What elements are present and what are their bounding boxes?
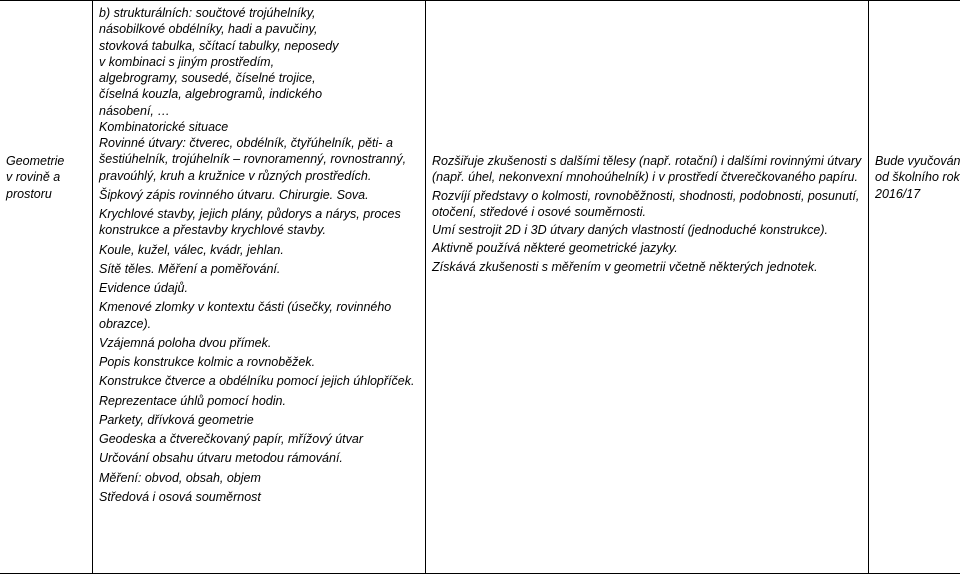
topic-line: Geometrie bbox=[6, 153, 86, 169]
content-line: algebrogramy, sousedé, číselné trojice, bbox=[99, 70, 419, 86]
topic-line: v rovině a bbox=[6, 169, 86, 185]
content-item: Parkety, dřívková geometrie bbox=[99, 412, 419, 428]
cell-content: b) strukturálních: součtové trojúhelníky… bbox=[93, 1, 426, 574]
topic-line: prostoru bbox=[6, 186, 86, 202]
note-line: Bude vyučováno bbox=[875, 153, 960, 169]
content-line: b) strukturálních: součtové trojúhelníky… bbox=[99, 5, 419, 21]
content-line: v kombinaci s jiným prostředím, bbox=[99, 54, 419, 70]
outcome-para: Rozšiřuje zkušenosti s dalšími tělesy (n… bbox=[432, 153, 862, 186]
note-line: od školního roku bbox=[875, 169, 960, 185]
cell-outcomes: Rozšiřuje zkušenosti s dalšími tělesy (n… bbox=[426, 1, 869, 574]
cell-topic: Geometriev rovině aprostoru bbox=[0, 1, 93, 574]
content-line: číselná kouzla, algebrogramů, indického bbox=[99, 86, 419, 102]
content-item: Evidence údajů. bbox=[99, 280, 419, 296]
content-item: Kmenové zlomky v kontextu části (úsečky,… bbox=[99, 299, 419, 332]
outcome-para: Umí sestrojit 2D i 3D útvary daných vlas… bbox=[432, 222, 862, 238]
content-line: násobení, … bbox=[99, 103, 419, 119]
content-item: Rovinné útvary: čtverec, obdélník, čtyřú… bbox=[99, 135, 419, 184]
outcome-para: Rozvíjí představy o kolmosti, rovnoběžno… bbox=[432, 188, 862, 221]
content-item: Reprezentace úhlů pomocí hodin. bbox=[99, 393, 419, 409]
content-item: Určování obsahu útvaru metodou rámování. bbox=[99, 450, 419, 466]
cell-note: Bude vyučovánood školního roku2016/17 bbox=[869, 1, 960, 574]
content-item: Koule, kužel, válec, kvádr, jehlan. bbox=[99, 242, 419, 258]
outcome-para: Získává zkušenosti s měřením v geometrii… bbox=[432, 259, 862, 275]
content-line: Kombinatorické situace bbox=[99, 119, 419, 135]
content-item: Měření: obvod, obsah, objem bbox=[99, 470, 419, 486]
content-item: Vzájemná poloha dvou přímek. bbox=[99, 335, 419, 351]
content-item: Sítě těles. Měření a poměřování. bbox=[99, 261, 419, 277]
content-item: Popis konstrukce kolmic a rovnoběžek. bbox=[99, 354, 419, 370]
outcome-para: Aktivně používá některé geometrické jazy… bbox=[432, 240, 862, 256]
content-line: násobilkové obdélníky, hadi a pavučiny, bbox=[99, 21, 419, 37]
content-item: Šipkový zápis rovinného útvaru. Chirurgi… bbox=[99, 187, 419, 203]
note-line: 2016/17 bbox=[875, 186, 960, 202]
content-item: Krychlové stavby, jejich plány, půdorys … bbox=[99, 206, 419, 239]
content-line: stovková tabulka, sčítací tabulky, nepos… bbox=[99, 38, 419, 54]
curriculum-table: Geometriev rovině aprostoru b) strukturá… bbox=[0, 0, 960, 574]
content-item: Konstrukce čtverce a obdélníku pomocí je… bbox=[99, 373, 419, 389]
content-item: Geodeska a čtverečkovaný papír, mřížový … bbox=[99, 431, 419, 447]
content-item: Středová i osová souměrnost bbox=[99, 489, 419, 505]
